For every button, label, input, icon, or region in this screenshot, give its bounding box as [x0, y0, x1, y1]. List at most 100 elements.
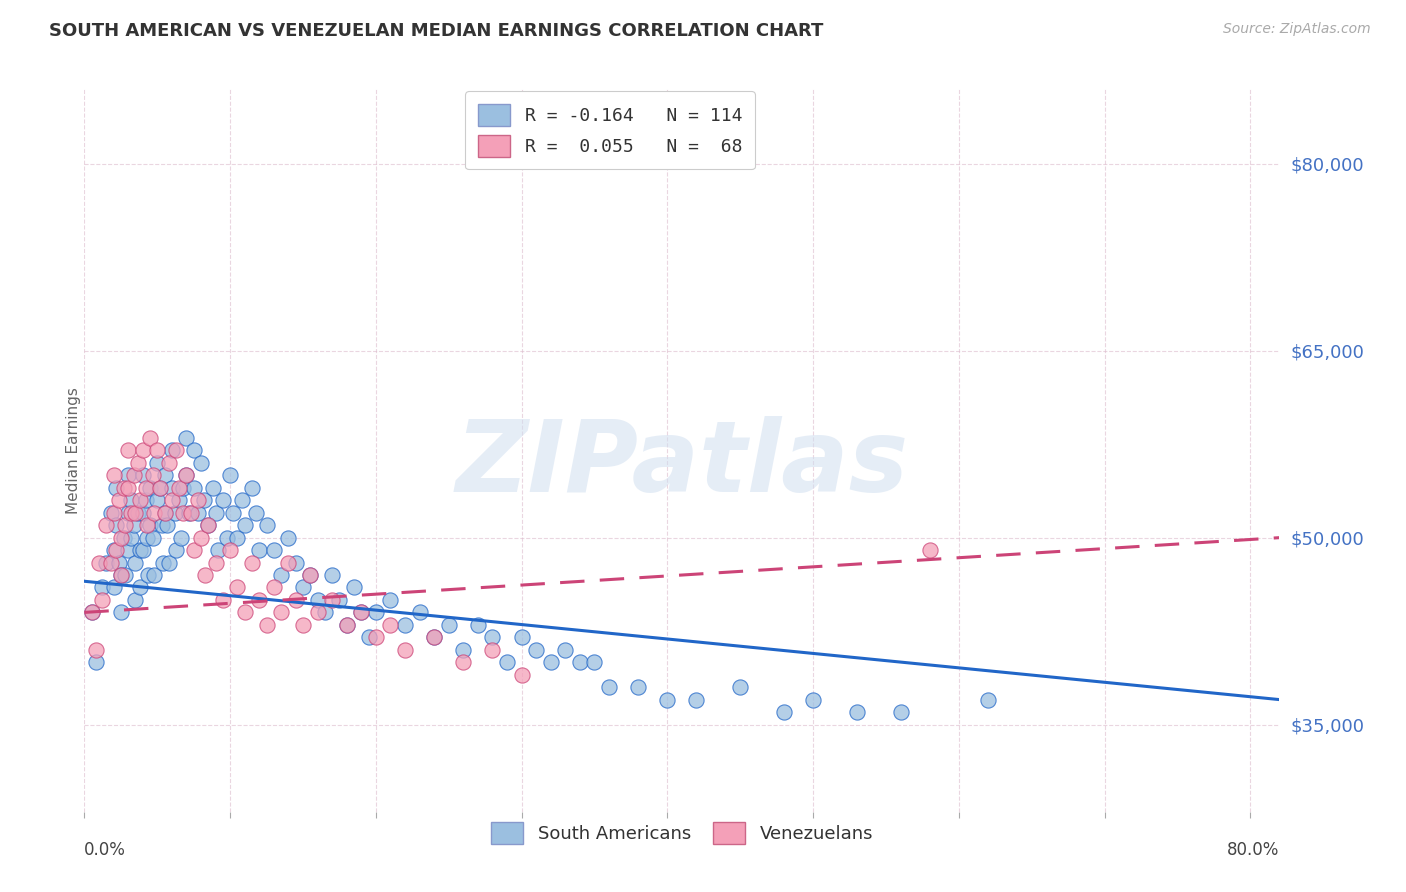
Point	[149, 481, 172, 495]
Point	[105, 518, 128, 533]
Point	[157, 456, 180, 470]
Point	[110, 531, 132, 545]
Point	[226, 581, 249, 595]
Point	[103, 506, 125, 520]
Point	[117, 481, 139, 495]
Point	[103, 543, 125, 558]
Point	[270, 568, 292, 582]
Point	[540, 655, 562, 669]
Point	[160, 481, 183, 495]
Point	[233, 606, 256, 620]
Point	[314, 606, 336, 620]
Point	[100, 506, 122, 520]
Point	[197, 518, 219, 533]
Point	[233, 518, 256, 533]
Point	[128, 543, 150, 558]
Point	[135, 481, 157, 495]
Point	[256, 518, 278, 533]
Point	[284, 593, 307, 607]
Point	[90, 593, 112, 607]
Point	[307, 593, 329, 607]
Point	[183, 443, 205, 458]
Point	[153, 506, 176, 520]
Point	[364, 606, 387, 620]
Point	[110, 568, 132, 582]
Point	[357, 630, 380, 644]
Text: SOUTH AMERICAN VS VENEZUELAN MEDIAN EARNINGS CORRELATION CHART: SOUTH AMERICAN VS VENEZUELAN MEDIAN EARN…	[49, 22, 824, 40]
Point	[197, 518, 219, 533]
Point	[336, 618, 359, 632]
Point	[114, 518, 136, 533]
Point	[156, 518, 179, 533]
Point	[167, 493, 190, 508]
Point	[96, 556, 118, 570]
Point	[510, 667, 533, 681]
Point	[190, 531, 212, 545]
Point	[128, 493, 150, 508]
Point	[222, 506, 245, 520]
Point	[889, 705, 911, 719]
Point	[120, 493, 142, 508]
Point	[211, 593, 233, 607]
Point	[117, 543, 139, 558]
Point	[845, 705, 868, 719]
Point	[90, 581, 112, 595]
Point	[598, 680, 620, 694]
Point	[146, 493, 169, 508]
Point	[100, 556, 122, 570]
Point	[146, 456, 169, 470]
Point	[169, 531, 191, 545]
Point	[87, 556, 110, 570]
Point	[277, 556, 299, 570]
Point	[201, 481, 224, 495]
Point	[142, 468, 165, 483]
Point	[394, 618, 416, 632]
Point	[103, 581, 125, 595]
Point	[124, 506, 146, 520]
Point	[321, 593, 343, 607]
Text: ZIPatlas: ZIPatlas	[456, 417, 908, 514]
Point	[120, 531, 142, 545]
Point	[117, 443, 139, 458]
Point	[423, 630, 446, 644]
Point	[256, 618, 278, 632]
Point	[180, 506, 202, 520]
Point	[423, 630, 446, 644]
Point	[153, 468, 176, 483]
Point	[343, 581, 366, 595]
Point	[187, 506, 209, 520]
Point	[114, 568, 136, 582]
Point	[139, 431, 162, 445]
Point	[307, 606, 329, 620]
Point	[219, 468, 242, 483]
Point	[453, 655, 475, 669]
Point	[291, 618, 314, 632]
Y-axis label: Median Earnings: Median Earnings	[66, 387, 80, 514]
Point	[124, 556, 146, 570]
Point	[172, 481, 194, 495]
Point	[136, 518, 159, 533]
Point	[299, 568, 322, 582]
Point	[187, 493, 209, 508]
Point	[263, 581, 285, 595]
Point	[128, 581, 150, 595]
Point	[163, 506, 186, 520]
Point	[157, 556, 180, 570]
Point	[207, 543, 229, 558]
Point	[138, 568, 160, 582]
Point	[143, 568, 166, 582]
Point	[112, 531, 135, 545]
Point	[153, 506, 176, 520]
Point	[247, 543, 270, 558]
Point	[108, 556, 131, 570]
Point	[135, 493, 157, 508]
Point	[165, 543, 187, 558]
Point	[583, 655, 606, 669]
Point	[143, 506, 166, 520]
Point	[176, 431, 198, 445]
Point	[142, 531, 165, 545]
Point	[80, 606, 103, 620]
Point	[127, 456, 149, 470]
Point	[167, 481, 190, 495]
Point	[240, 556, 263, 570]
